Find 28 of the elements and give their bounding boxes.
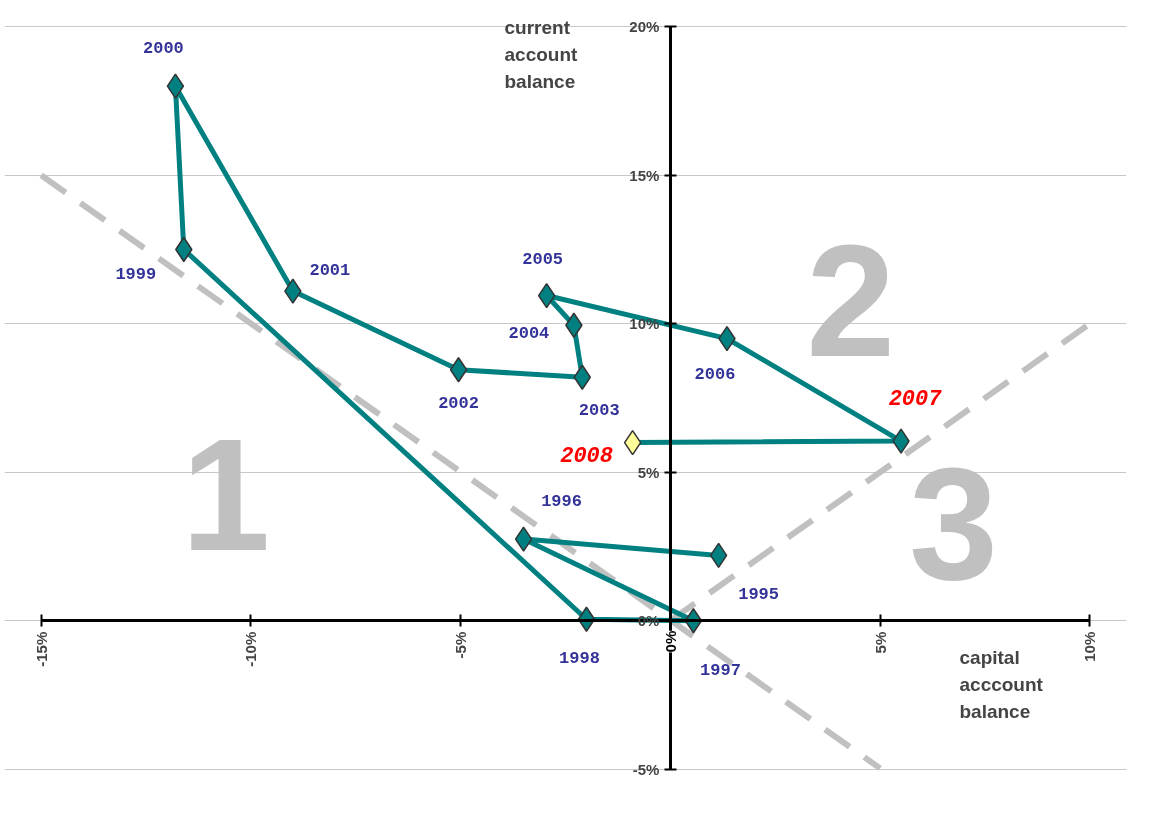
x-tick-label: 5% bbox=[871, 631, 889, 654]
annotation: 3 bbox=[908, 434, 998, 614]
annotation: 2000 bbox=[143, 38, 184, 58]
annotation: 1998 bbox=[559, 648, 600, 668]
annotation: 2005 bbox=[522, 250, 564, 270]
y-tick-label: 20% bbox=[629, 18, 660, 36]
x-tick-label: -5% bbox=[452, 631, 470, 659]
annotation: 2001 bbox=[309, 260, 351, 280]
annotation: 2008 bbox=[560, 444, 614, 470]
annotation: 2002 bbox=[438, 394, 479, 414]
annotation: 1995 bbox=[738, 584, 779, 604]
y-tick-label: 15% bbox=[629, 166, 660, 184]
y-tick-label: -5% bbox=[632, 760, 660, 778]
annotation: 1996 bbox=[541, 491, 582, 511]
x-tick-label: -15% bbox=[32, 631, 50, 667]
x-tick-label: -10% bbox=[242, 631, 260, 667]
annotation: 2003 bbox=[578, 400, 620, 420]
annotation: 1997 bbox=[700, 661, 741, 681]
annotation: 1999 bbox=[115, 265, 157, 285]
annotation: 1 bbox=[181, 404, 271, 584]
x-tick-label: 0% bbox=[661, 630, 679, 653]
annotation: 2004 bbox=[508, 323, 550, 343]
y-axis-title: current account balance bbox=[504, 16, 579, 93]
y-tick-label: 0% bbox=[637, 612, 660, 630]
x-tick-label: 10% bbox=[1081, 631, 1099, 662]
x-axis-title: capital acccount balance bbox=[959, 646, 1044, 723]
y-tick-label: 5% bbox=[637, 463, 660, 481]
annotation: 2006 bbox=[694, 365, 736, 385]
